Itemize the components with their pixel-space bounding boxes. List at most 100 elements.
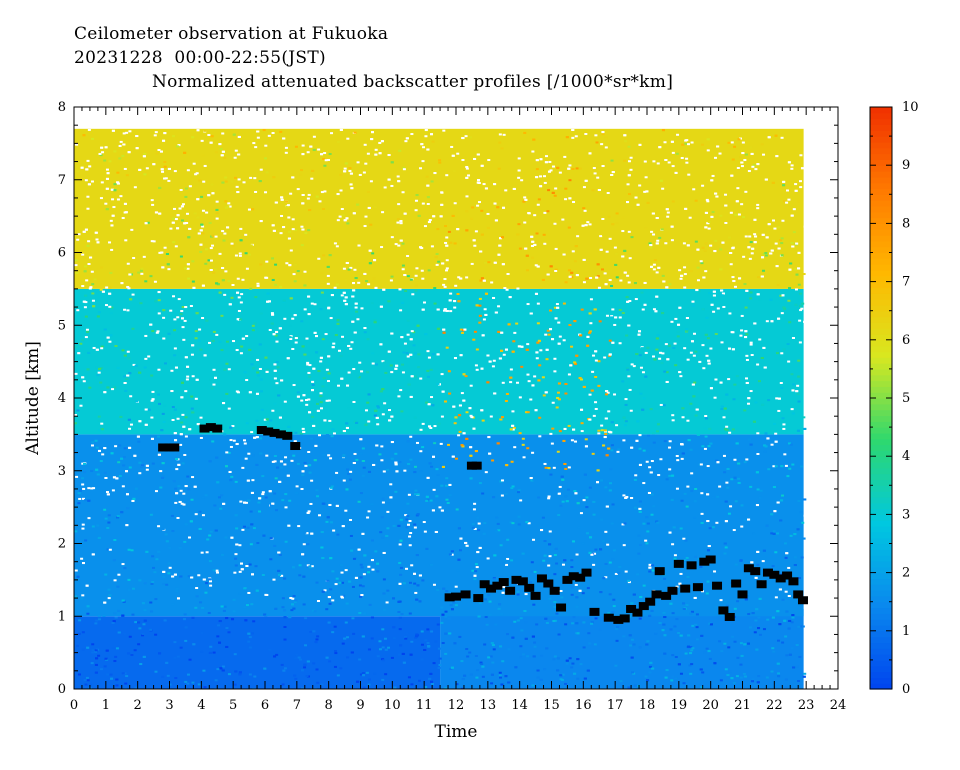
colorbar-step [870,287,892,294]
colorbar-step [870,607,892,614]
colorbar-step [870,677,892,684]
colorbar-step [870,409,892,417]
cloud-base-point [654,567,665,576]
x-tick-label: 5 [229,698,237,713]
colorbar-step [870,316,892,323]
colorbar-step [870,496,892,504]
colorbar-step [870,595,892,603]
x-tick-label: 12 [448,698,465,713]
colorbar-step [870,438,892,446]
cloud-base-point [479,580,490,589]
colorbar-step [870,217,892,224]
cloud-base-point [750,567,761,576]
x-tick-label: 20 [702,698,719,713]
cloud-base-point [686,561,697,570]
colorbar-tick-label: 7 [902,275,910,290]
colorbar-step [870,485,892,492]
cloud-base-point [486,584,497,593]
colorbar-step [870,269,892,277]
cloud-base-point [451,592,461,601]
cloud-base-point [712,581,723,590]
colorbar-step [870,683,892,690]
x-tick-label: 21 [734,698,751,713]
heatmap-region-3 [74,288,804,435]
colorbar-step [870,665,892,673]
colorbar-step [870,333,892,341]
cloud-base-point [692,583,703,592]
colorbar-step [870,671,892,678]
colorbar-tick-label: 4 [902,449,910,464]
y-tick-label: 2 [58,537,66,552]
y-tick-label: 4 [58,391,66,406]
y-tick-label: 0 [58,682,66,697]
cloud-base-point [556,603,567,612]
colorbar-step [870,345,892,353]
backscatter-heatmap [74,128,807,689]
cloud-base-point [775,574,786,583]
colorbar-step [870,159,892,166]
cloud-base-point [769,570,780,579]
x-tick-label: 9 [356,698,364,713]
colorbar-step [870,502,892,510]
x-tick-label: 18 [639,698,656,713]
colorbar-step [870,246,892,254]
chart-title-period: 20231228 00:00-22:55(JST) [74,48,326,68]
colorbar-step [870,299,892,306]
cloud-base-point [782,571,793,580]
colorbar-step [870,223,892,230]
cloud-base-point [199,424,210,433]
colorbar-step [870,112,892,120]
colorbar-step [870,549,892,556]
colorbar-tick-label: 10 [902,100,919,115]
colorbar-step [870,636,892,644]
cloud-base-point [673,559,684,568]
colorbar-step [870,171,892,178]
cloud-base-markers [158,423,808,624]
colorbar-step [870,415,892,422]
colorbar-step [870,520,892,527]
colorbar-tick-label: 2 [902,566,910,581]
cloud-base-point [505,586,516,595]
cloud-base-point [619,614,630,623]
colorbar-step [870,194,892,201]
heatmap-region-0 [74,616,441,689]
cloud-base-point [269,428,280,437]
cloud-base-point [543,579,554,588]
colorbar-step [870,601,892,609]
colorbar-step [870,590,892,597]
heatmap-speckle [74,128,807,689]
colorbar: 0 1 2 3 4 5 6 7 8 9 10 [869,100,919,697]
colorbar-step [870,566,892,574]
y-tick-label: 6 [58,246,66,261]
colorbar-step [870,555,892,562]
cloud-base-point [788,577,799,586]
colorbar-step [870,275,892,283]
colorbar-step [870,630,892,638]
cloud-base-point [575,573,586,582]
cloud-base-point [205,423,216,432]
cloud-base-point [511,575,522,584]
cloud-base-point [762,568,773,577]
cloud-base-point [626,604,637,613]
cloud-base-point [473,594,484,603]
x-tick-label: 24 [830,698,847,713]
colorbar-tick-label: 1 [902,624,910,639]
cloud-base-point [743,564,754,573]
cloud-base-point [549,586,560,595]
x-tick-label: 6 [261,698,269,713]
y-tick-label: 5 [58,318,66,333]
cloud-base-point [645,597,656,606]
colorbar-step [870,351,892,358]
cloud-base-point [492,581,503,590]
colorbar-step [870,450,892,457]
cloud-base-point [212,424,223,433]
colorbar-step [870,514,892,521]
colorbar-step [870,526,892,533]
cloud-base-point [282,431,293,440]
colorbar-step [870,118,892,126]
cloud-base-point [797,596,808,605]
colorbar-step [870,427,892,434]
cloud-base-point [256,426,267,435]
colorbar-step [870,543,892,550]
